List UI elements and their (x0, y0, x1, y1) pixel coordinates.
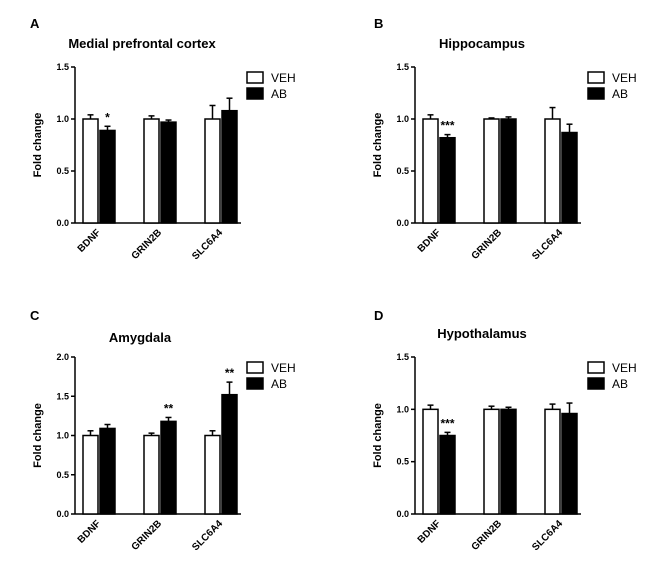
panel-c: C Amygdala Fold change 0.0 0.5 1.0 1.5 2.0 BDNF *… (30, 308, 296, 553)
category-label: SLC6A4 (190, 227, 225, 262)
legend-label: VEH (271, 71, 296, 85)
panel-letter: C (30, 308, 40, 323)
legend-swatch-ab (246, 377, 264, 390)
y-tick-label: 1.5 (56, 391, 69, 401)
y-tick-label: 0.5 (56, 470, 69, 480)
legend: VEH AB (246, 71, 296, 101)
bar-veh (544, 408, 561, 515)
bar-veh (143, 434, 160, 515)
bar-veh (82, 434, 99, 515)
category-label: SLC6A4 (530, 227, 565, 262)
bar-veh (143, 118, 160, 224)
y-axis-label: Fold change (32, 403, 44, 468)
y-tick-label: 1.5 (396, 62, 409, 72)
bar-ab (439, 136, 456, 224)
legend: VEH AB (587, 71, 637, 101)
category-label: GRIN2B (130, 227, 165, 262)
legend: VEH AB (246, 361, 296, 391)
significance-marker: ** (225, 366, 235, 380)
bar-ab (500, 408, 517, 515)
panel-letter: D (374, 308, 383, 323)
significance-marker: *** (440, 119, 454, 133)
significance-marker: * (105, 110, 110, 124)
y-axis-label: Fold change (372, 113, 384, 178)
legend-swatch-ab (587, 87, 605, 100)
bar-ab (221, 109, 238, 224)
category-label: GRIN2B (130, 518, 165, 553)
legend-swatch-veh (246, 71, 264, 84)
y-axis-label: Fold change (32, 113, 44, 178)
bar-veh (82, 118, 99, 224)
significance-marker: *** (440, 416, 454, 430)
legend-label: VEH (612, 71, 637, 85)
panel-letter: B (374, 16, 383, 31)
category-label: BDNF (76, 227, 103, 254)
bar-veh (204, 118, 221, 224)
y-tick-label: 0.5 (396, 457, 409, 467)
bar-veh (483, 408, 500, 515)
category-label: BDNF (416, 518, 443, 545)
bar-ab (160, 121, 177, 224)
legend-swatch-ab (587, 377, 605, 390)
y-tick-label: 1.5 (396, 352, 409, 362)
bar-ab (561, 412, 578, 515)
bar-veh (204, 434, 221, 515)
y-tick-label: 0.0 (56, 509, 69, 519)
y-tick-label: 0.5 (396, 166, 409, 176)
legend-swatch-veh (587, 71, 605, 84)
category-label: BDNF (76, 518, 103, 545)
y-tick-label: 0.0 (56, 218, 69, 228)
panel-title: Hippocampus (439, 36, 525, 51)
bar-ab (99, 129, 116, 224)
bar-ab (561, 131, 578, 224)
category-label: GRIN2B (470, 518, 505, 553)
legend-label: AB (271, 377, 287, 391)
panel-d: D Hypothalamus Fold change 0.0 0.5 1.0 1.5 *** B… (372, 308, 637, 553)
significance-marker: ** (164, 401, 174, 415)
legend-swatch-veh (246, 361, 264, 374)
y-tick-label: 1.0 (56, 431, 69, 441)
legend-label: AB (612, 87, 628, 101)
y-tick-label: 1.0 (396, 114, 409, 124)
bar-veh (483, 118, 500, 224)
category-label: SLC6A4 (530, 518, 565, 553)
bar-ab (160, 420, 177, 515)
bar-veh (422, 408, 439, 515)
category-label: SLC6A4 (190, 518, 225, 553)
legend-swatch-veh (587, 361, 605, 374)
category-label: GRIN2B (470, 227, 505, 262)
panel-title: Hypothalamus (437, 326, 527, 341)
panel-a: A Medial prefrontal cortex Fold change 0.0 0… (30, 16, 296, 262)
category-label: BDNF (416, 227, 443, 254)
y-tick-label: 0.0 (396, 509, 409, 519)
panel-title: Medial prefrontal cortex (68, 36, 216, 51)
legend-label: AB (271, 87, 287, 101)
y-tick-label: 1.5 (56, 62, 69, 72)
bar-ab (439, 434, 456, 515)
y-tick-label: 2.0 (56, 352, 69, 362)
bar-ab (500, 118, 517, 224)
bar-ab (221, 393, 238, 515)
legend-swatch-ab (246, 87, 264, 100)
bar-ab (99, 427, 116, 515)
panel-b: B Hippocampus Fold change 0.0 0.5 1.0 1.5 *** BD… (372, 16, 637, 262)
bar-veh (422, 118, 439, 224)
y-axis-label: Fold change (372, 403, 384, 468)
y-tick-label: 1.0 (56, 114, 69, 124)
legend-label: AB (612, 377, 628, 391)
bar-veh (544, 118, 561, 224)
panel-title: Amygdala (109, 330, 172, 345)
y-tick-label: 1.0 (396, 404, 409, 414)
panel-letter: A (30, 16, 40, 31)
legend-label: VEH (271, 361, 296, 375)
legend: VEH AB (587, 361, 637, 391)
y-tick-label: 0.5 (56, 166, 69, 176)
y-tick-label: 0.0 (396, 218, 409, 228)
legend-label: VEH (612, 361, 637, 375)
